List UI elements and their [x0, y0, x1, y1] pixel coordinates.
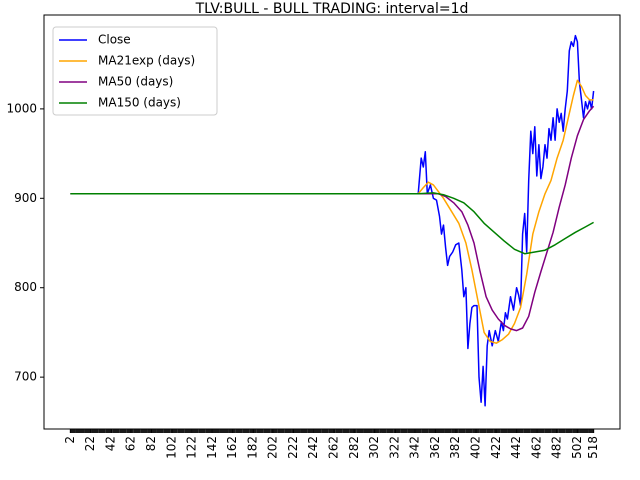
x-tick-label: 62	[124, 436, 138, 451]
x-tick-label: 222	[286, 436, 300, 459]
y-tick-label: 800	[14, 280, 37, 294]
y-tick-label: 900	[14, 191, 37, 205]
x-tick-label: 82	[144, 436, 158, 451]
x-tick-label: 402	[469, 436, 483, 459]
series-line-0	[70, 34, 595, 407]
x-tick-label: 262	[327, 436, 341, 459]
x-tick-label: 242	[306, 436, 320, 459]
x-tick-label: 22	[83, 436, 97, 451]
x-tick-label: 442	[509, 436, 523, 459]
x-tick-label: 382	[448, 436, 462, 459]
x-tick-label: 518	[586, 436, 600, 459]
x-tick-label: 282	[347, 436, 361, 459]
series-layer	[70, 34, 595, 407]
x-tick-label: 202	[266, 436, 280, 459]
x-tick-label: 162	[225, 436, 239, 459]
x-tick-label: 122	[185, 436, 199, 459]
x-tick-label: 2	[63, 436, 77, 444]
legend-label: Close	[98, 33, 131, 47]
chart-title: TLV:BULL - BULL TRADING: interval=1d	[195, 1, 469, 17]
legend-label: MA50 (days)	[98, 75, 173, 89]
x-tick-label: 182	[245, 436, 259, 459]
x-tick-label: 42	[103, 436, 117, 451]
x-axis: 2 22 42 62 82 102 122 142 162 182 202 222 242 262 282 3…	[63, 429, 600, 459]
series-line-3	[70, 192, 594, 255]
x-tick-label: 462	[529, 436, 543, 459]
series-line-2	[70, 105, 595, 332]
x-tick-label: 302	[367, 436, 381, 459]
legend: Close MA21exp (days) MA50 (days) MA150 (day…	[52, 26, 218, 116]
x-minor-ticks	[69, 429, 595, 433]
x-tick-label: 102	[164, 436, 178, 459]
legend-box	[52, 26, 218, 116]
x-tick-label: 482	[550, 436, 564, 459]
y-tick-label: 1000	[6, 101, 37, 115]
x-tick-label: 502	[570, 436, 584, 459]
y-axis: 700 800 900 1000	[6, 101, 44, 384]
x-tick-label: 142	[205, 436, 219, 459]
x-tick-label: 422	[489, 436, 503, 459]
y-tick-label: 700	[14, 370, 37, 384]
x-tick-label: 342	[408, 436, 422, 459]
legend-label: MA21exp (days)	[98, 54, 195, 68]
legend-label: MA150 (days)	[98, 96, 181, 110]
x-tick-label: 322	[387, 436, 401, 459]
x-tick-label: 362	[428, 436, 442, 459]
